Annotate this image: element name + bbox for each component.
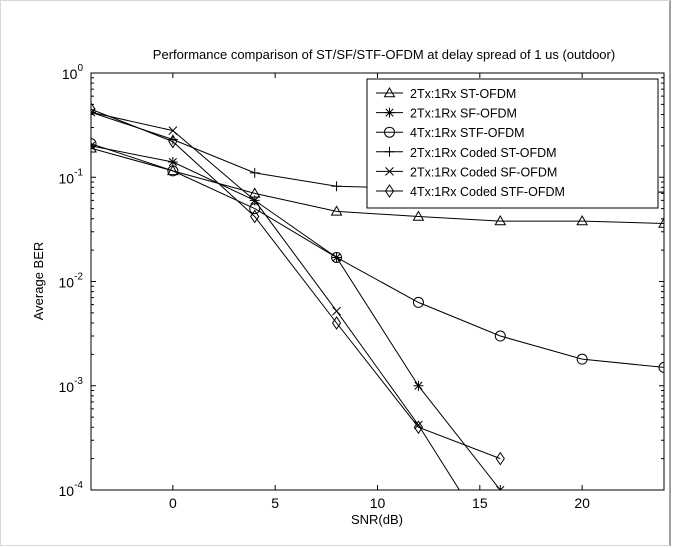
series-line xyxy=(91,147,664,224)
data-point-triangle xyxy=(383,86,396,98)
data-point-circle xyxy=(249,203,261,215)
series-circle xyxy=(91,138,664,373)
legend-item: 4Tx:1Rx Coded STF-OFDM xyxy=(376,184,565,199)
legend-item: 2Tx:1Rx ST-OFDM xyxy=(376,86,516,101)
data-point-plus xyxy=(384,146,395,157)
data-point-circle xyxy=(658,361,664,373)
data-point-star xyxy=(495,485,506,490)
y-tick-exponent: -2 xyxy=(74,272,83,283)
data-point-x xyxy=(332,306,341,316)
legend: 2Tx:1Rx ST-OFDM 2Tx:1Rx SF-OFDM 4Tx:1Rx ST… xyxy=(366,78,659,209)
data-point-circle xyxy=(384,126,395,138)
y-tick-exponent: 0 xyxy=(77,63,83,74)
y-tick-label: 10-2 xyxy=(59,272,84,291)
legend-label: 2Tx:1Rx ST-OFDM xyxy=(410,87,516,101)
data-point-diamond xyxy=(413,420,424,435)
data-point-triangle xyxy=(494,215,507,226)
data-point-triangle xyxy=(412,210,425,221)
data-point-circle xyxy=(91,138,97,150)
data-point-plus xyxy=(331,181,342,192)
series-line xyxy=(91,145,501,490)
legend-box xyxy=(366,78,659,209)
data-point-triangle xyxy=(658,217,664,228)
data-point-diamond xyxy=(91,102,96,117)
series-line xyxy=(91,108,501,460)
legend-label: 2Tx:1Rx SF-OFDM xyxy=(410,107,517,121)
legend-label: 4Tx:1Rx STF-OFDM xyxy=(410,126,525,140)
series-line xyxy=(91,111,460,490)
data-point-circle xyxy=(331,251,343,263)
chart-title: Performance comparison of ST/SF/STF-OFDM… xyxy=(153,47,615,62)
data-point-x xyxy=(385,167,394,176)
y-axis-label: Average BER xyxy=(31,242,46,321)
data-point-diamond xyxy=(384,184,395,198)
data-point-star xyxy=(413,380,424,391)
data-point-diamond xyxy=(250,209,260,224)
y-tick-mantissa: 10 xyxy=(59,275,75,291)
data-point-circle xyxy=(167,165,179,177)
x-axis-ticks: 0 5 10 15 20 xyxy=(169,73,590,511)
x-tick-label: 15 xyxy=(472,495,488,511)
data-point-plus xyxy=(249,167,260,178)
data-point-diamond xyxy=(495,451,505,466)
y-tick-label: 100 xyxy=(62,63,84,82)
legend-item: 2Tx:1Rx Coded ST-OFDM xyxy=(376,146,557,160)
legend-items: 2Tx:1Rx ST-OFDM 2Tx:1Rx SF-OFDM 4Tx:1Rx ST… xyxy=(376,86,565,199)
legend-item: 2Tx:1Rx Coded SF-OFDM xyxy=(376,165,557,179)
legend-label: 2Tx:1Rx Coded ST-OFDM xyxy=(410,146,557,160)
legend-item: 4Tx:1Rx STF-OFDM xyxy=(376,126,525,140)
data-point-star xyxy=(167,157,178,168)
y-tick-exponent: -4 xyxy=(74,480,83,491)
data-point-triangle xyxy=(330,205,343,216)
data-point-star xyxy=(384,107,395,118)
x-tick-label: 20 xyxy=(574,495,590,511)
legend-item: 2Tx:1Rx SF-OFDM xyxy=(376,107,517,121)
data-point-circle xyxy=(412,296,424,308)
data-point-plus xyxy=(659,187,664,198)
y-tick-mantissa: 10 xyxy=(59,170,75,186)
x-axis-label: SNR(dB) xyxy=(351,512,403,527)
data-point-star xyxy=(91,140,96,151)
x-tick-label: 0 xyxy=(169,495,177,511)
data-point-x xyxy=(250,196,260,205)
data-point-triangle xyxy=(576,215,589,226)
y-tick-label: 10-3 xyxy=(59,376,84,395)
data-point-diamond xyxy=(331,316,342,330)
y-tick-label: 10-1 xyxy=(59,167,84,186)
x-tick-label: 5 xyxy=(271,495,279,511)
data-point-circle xyxy=(494,330,506,342)
data-point-circle xyxy=(576,353,588,365)
y-tick-mantissa: 10 xyxy=(59,379,75,395)
series-diamond xyxy=(91,102,505,466)
series-line xyxy=(91,143,664,368)
series-x xyxy=(91,107,460,490)
legend-label: 4Tx:1Rx Coded STF-OFDM xyxy=(410,185,565,199)
y-tick-mantissa: 10 xyxy=(59,483,75,499)
y-tick-exponent: -3 xyxy=(74,376,83,387)
data-point-x xyxy=(414,420,423,430)
y-tick-exponent: -1 xyxy=(74,167,83,178)
data-point-plus xyxy=(91,107,96,118)
x-tick-label: 10 xyxy=(370,495,386,511)
y-tick-label: 10-4 xyxy=(59,480,84,499)
data-point-x xyxy=(168,126,178,135)
data-point-diamond xyxy=(168,134,178,149)
y-tick-mantissa: 10 xyxy=(62,66,78,82)
data-point-x xyxy=(91,107,96,117)
legend-label: 2Tx:1Rx Coded SF-OFDM xyxy=(410,165,557,179)
